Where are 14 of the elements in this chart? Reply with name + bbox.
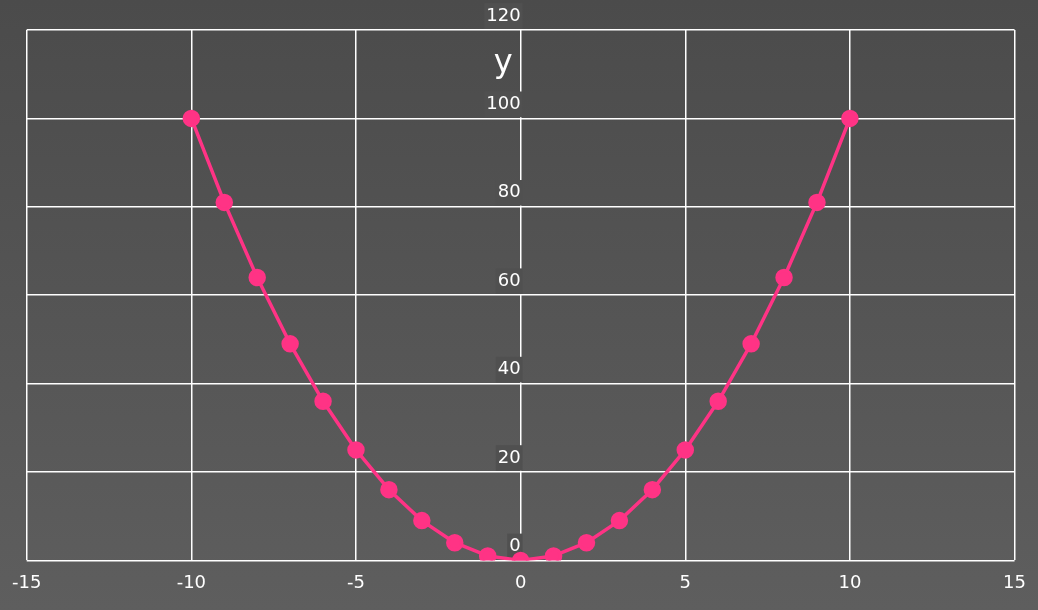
y-tick-label: 120 [486,3,521,25]
y-tick-label: 80 [497,180,521,202]
y-tick-label: 60 [497,268,521,290]
y-tick-label: 20 [497,445,521,467]
x-tick-label: -10 [176,570,207,592]
y-tick-label: 40 [497,357,521,379]
y-tick-label: 0 [509,534,521,556]
y-axis-title: y [493,42,513,81]
y-tick-label: 100 [486,92,521,114]
x-tick-label: -15 [12,570,42,592]
x-tick-label: 10 [838,570,862,592]
x-tick-label: 15 [1003,570,1026,592]
x-tick-label: -5 [347,570,365,592]
x-tick-label: 5 [679,570,691,592]
